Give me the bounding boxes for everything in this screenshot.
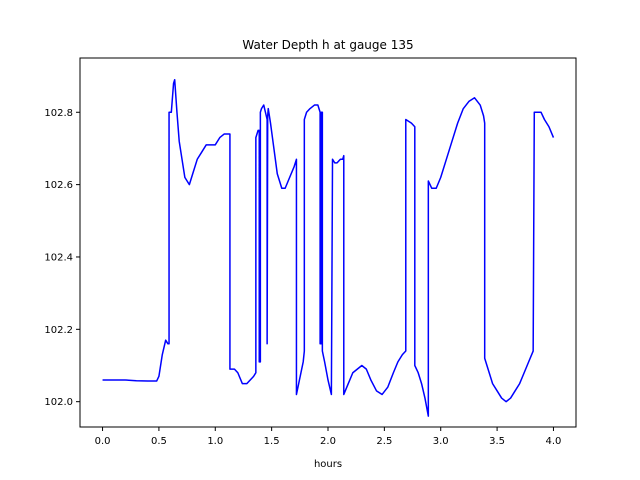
series-line-water-depth — [102, 78, 555, 417]
x-tick-label: 1.5 — [264, 436, 280, 447]
y-tick-label: 102.2 — [44, 325, 73, 336]
x-tick-label: 1.0 — [207, 436, 223, 447]
y-tick-label: 102.4 — [44, 252, 73, 263]
x-tick-label: 3.5 — [489, 436, 505, 447]
x-axis-label: hours — [314, 459, 342, 470]
chart-title: Water Depth h at gauge 135 — [242, 38, 413, 52]
x-axis: 0.0 0.5 1.0 1.5 2.0 2.5 3.0 3.5 4.0 — [95, 427, 562, 447]
x-tick-label: 2.5 — [376, 436, 392, 447]
x-tick-label: 4.0 — [546, 436, 562, 447]
y-axis: 102.0 102.2 102.4 102.6 102.8 — [44, 108, 80, 408]
x-tick-label: 2.0 — [320, 436, 336, 447]
x-tick-label: 3.0 — [433, 436, 449, 447]
y-tick-label: 102.8 — [44, 108, 73, 119]
x-tick-label: 0.5 — [151, 436, 167, 447]
y-tick-label: 102.6 — [44, 180, 73, 191]
y-tick-label: 102.0 — [44, 397, 73, 408]
plot-area — [102, 78, 555, 417]
x-tick-label: 0.0 — [95, 436, 111, 447]
